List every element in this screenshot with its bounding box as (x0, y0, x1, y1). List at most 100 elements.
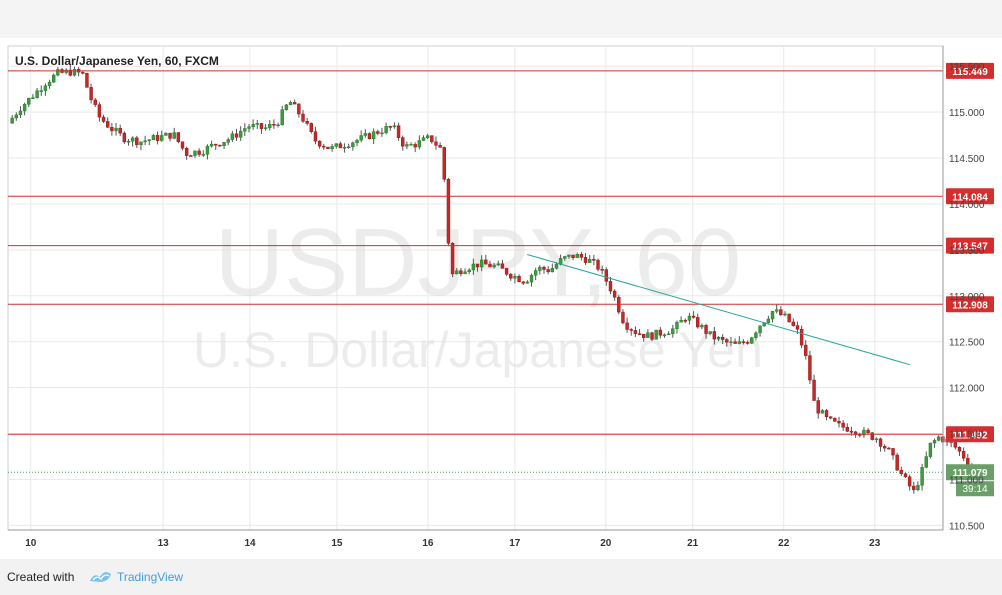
candle-up (666, 333, 671, 336)
candle-down (957, 446, 962, 452)
candle-up (455, 270, 459, 275)
tradingview-link[interactable]: TradingView (117, 570, 184, 584)
x-tick-label: 14 (244, 538, 256, 549)
candle-up (587, 259, 592, 263)
candle-down (106, 121, 110, 128)
candle-down (155, 135, 160, 141)
candle-up (27, 97, 31, 105)
candle-down (214, 143, 218, 146)
watermark-name: U.S. Dollar/Japanese Yen (193, 322, 763, 378)
y-tick-label: 110.500 (949, 521, 985, 532)
candle-up (662, 334, 667, 337)
x-tick-label: 10 (25, 538, 37, 549)
candle-up (679, 319, 683, 323)
candle-up (160, 135, 164, 141)
candle-down (870, 432, 874, 440)
candle-up (937, 436, 941, 441)
candle-down (101, 116, 106, 122)
candle-down (887, 447, 891, 450)
candle-up (251, 124, 255, 128)
candle-up (758, 325, 762, 334)
candle-down (808, 355, 812, 381)
candle-up (39, 90, 43, 92)
candle-up (874, 438, 879, 441)
y-tick-label: 112.500 (949, 338, 985, 349)
axis-layer: 115.500 115.000 114.500 114.000 113.500 113.0… (8, 46, 985, 549)
trendline[interactable] (527, 253, 911, 366)
candle-down (542, 266, 546, 270)
candle-down (234, 133, 239, 138)
countdown-badge (956, 481, 994, 497)
candle-up (263, 127, 268, 129)
candle-up (268, 123, 272, 128)
chart-frame[interactable]: USDJPY, 60 U.S. Dollar/Japanese Yen 115.… (4, 40, 999, 559)
candle-up (205, 145, 210, 155)
candle-up (496, 263, 500, 266)
candle-down (500, 263, 505, 269)
candle-up (774, 309, 779, 312)
candle-down (488, 263, 492, 268)
tradingview-logo-icon[interactable] (89, 568, 113, 584)
candle-down (313, 131, 318, 142)
candle-up (538, 266, 542, 271)
candle-down (720, 337, 725, 340)
trend-layer[interactable] (527, 253, 911, 366)
level-badge (946, 62, 994, 79)
candle-up (405, 144, 409, 147)
last-price-badge (946, 464, 994, 481)
candle-up (193, 150, 197, 156)
candle-up (126, 140, 131, 143)
candle-down (504, 268, 509, 275)
candle-up (425, 135, 430, 138)
candle-up (222, 142, 226, 147)
candle-down (791, 321, 795, 326)
footer: Created with TradingView (0, 559, 1002, 595)
candle-up (687, 315, 692, 321)
candle-up (288, 102, 293, 106)
candle-down (828, 416, 833, 419)
candle-up (363, 133, 368, 136)
candle-up (18, 110, 23, 116)
watermark-layer: USDJPY, 60 U.S. Dollar/Japanese Yen (193, 209, 763, 378)
candle-up (334, 143, 338, 147)
candle-up (766, 318, 771, 323)
candle-up (139, 141, 143, 146)
candle-up (371, 131, 376, 139)
candle-down (629, 329, 633, 331)
candle-up (471, 263, 476, 271)
candle-up (31, 97, 35, 99)
candle-down (68, 69, 73, 76)
candle-up (554, 264, 559, 269)
candle-up (533, 270, 538, 276)
y-tick-label: 115.500 (949, 62, 985, 73)
candle-down (683, 319, 687, 322)
candle-up (355, 139, 359, 144)
candle-down (583, 257, 588, 263)
candle-down (292, 102, 297, 105)
candle-down (168, 132, 172, 139)
candle-down (704, 325, 708, 334)
candle-up (567, 254, 571, 257)
candle-down (883, 446, 887, 449)
candle-down (816, 400, 820, 414)
chart-svg[interactable]: USDJPY, 60 U.S. Dollar/Japanese Yen 115.… (4, 40, 999, 559)
candle-down (376, 131, 380, 134)
candle-down (317, 140, 322, 147)
candle-down (413, 144, 417, 148)
candle-down (845, 427, 850, 432)
candle-down (521, 281, 525, 284)
candle-down (625, 322, 629, 330)
y-tick-label: 115.000 (949, 108, 985, 119)
candle-up (143, 140, 147, 143)
candle-down (642, 333, 646, 338)
candle-down (841, 422, 845, 428)
candle-down (621, 311, 625, 324)
level-badge (946, 426, 994, 443)
candle-up (417, 140, 422, 148)
candle-down (600, 269, 604, 271)
x-tick-label: 20 (600, 538, 612, 549)
candle-up (243, 128, 247, 132)
candle-down (804, 344, 808, 356)
candle-up (529, 274, 534, 283)
candle-down (878, 438, 883, 447)
